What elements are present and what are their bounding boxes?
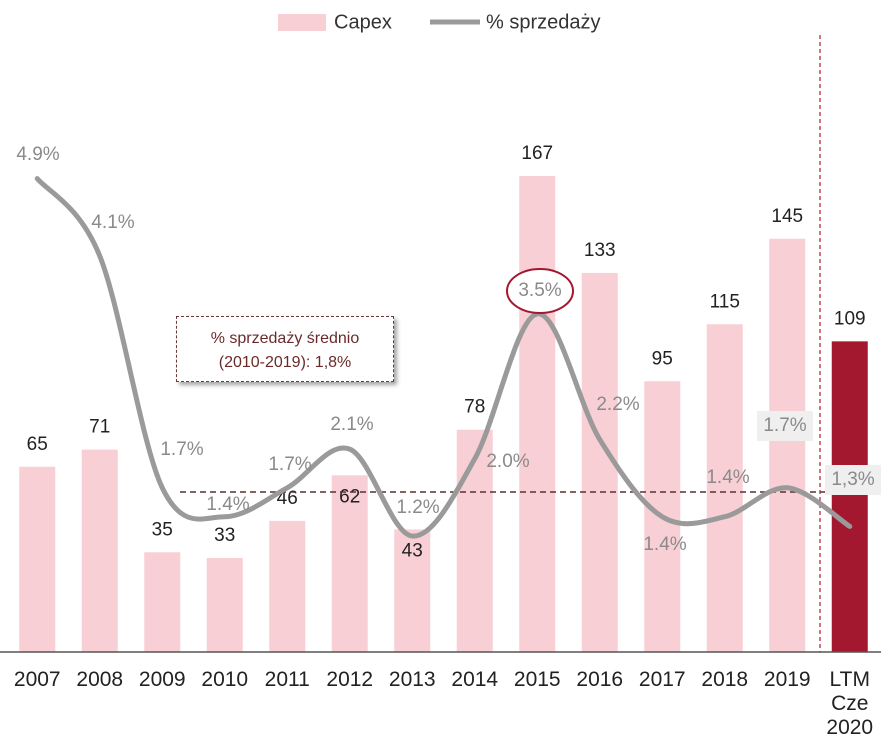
bar [706,324,743,652]
line-value-label: 1.4% [206,494,249,515]
annotation-line: % sprzedaży średnio [210,330,360,347]
line-value-label: 1.2% [396,497,439,518]
line-value-label: 1.4% [643,534,686,555]
line-value-label: 1,3% [831,469,874,490]
x-tick-label: 2009 [138,668,186,691]
line-value-label: 1.7% [763,415,806,436]
bar-value-label: 145 [771,206,803,227]
x-tick-label: 2007 [13,668,61,691]
bar [769,238,806,652]
bar-value-label: 71 [89,417,110,438]
line-value-label: 4.9% [16,144,59,165]
line-value-label: 1.4% [706,467,749,488]
x-tick-label: 2017 [638,668,686,691]
x-tick-label: 2010 [201,668,249,691]
label-bg [825,465,881,495]
line-value-label: 2.2% [596,394,639,415]
bar-value-label: 33 [214,525,235,546]
line-value-label: 1.7% [160,439,203,460]
bar-value-label: 95 [652,348,673,369]
x-tick-label: 2014 [451,668,499,691]
bar-value-label: 109 [834,308,866,329]
highlight-ring [506,268,574,314]
bar-value-label: 65 [27,434,48,455]
bar [831,341,868,652]
x-tick-label: 2016 [576,668,624,691]
x-tick-label: 2015 [513,668,561,691]
x-tick-label: 2018 [701,668,749,691]
annotation-line: (2010-2019): 1,8% [218,354,352,371]
line-value-label: 2.1% [330,414,373,435]
bar [394,529,431,652]
bar-value-label: 78 [464,397,485,418]
x-tick-label: LTM Cze 2020 [826,668,874,739]
bar-value-label: 133 [584,240,616,261]
bar [456,429,493,652]
bar-value-label: 62 [339,486,360,507]
bar [331,475,368,652]
bar [144,552,181,652]
bar-value-label: 115 [710,291,740,312]
x-tick-label: 2011 [264,668,310,691]
bar-value-label: 35 [152,519,173,540]
legend-swatch [278,14,326,31]
bar [206,557,243,652]
legend-label: % sprzedaży [486,11,601,33]
x-tick-label: 2019 [763,668,811,691]
x-tick-label: 2013 [388,668,436,691]
bar [19,466,56,652]
line-value-label: 4.1% [91,212,134,233]
line [34,176,853,539]
bar [519,176,556,653]
line-value-label: 2.0% [486,451,529,472]
line-value-label: 1.7% [268,454,311,475]
legend-label: Capex [334,11,392,33]
bar-value-label: 167 [521,143,553,164]
annotation-box: % sprzedaży średnio (2010-2019): 1,8% [176,316,394,382]
line-value-label: 3.5% [518,280,561,301]
x-tick-label: 2012 [326,668,374,691]
label-bg [757,411,813,441]
bar [269,520,306,652]
x-tick-label: 2008 [76,668,124,691]
bar-value-label: 43 [402,540,423,561]
bar [81,449,118,652]
